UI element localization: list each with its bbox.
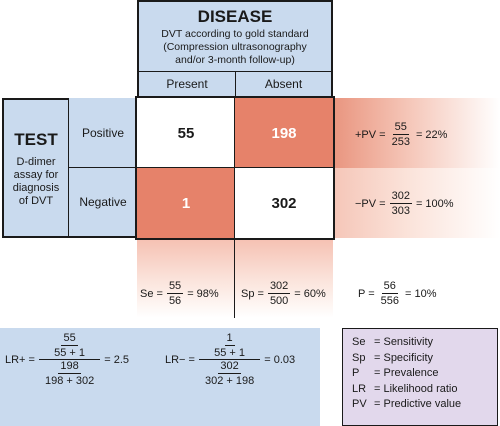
positive-predictive-value: +PV = 55 253 = 22% xyxy=(355,121,447,148)
sp-column-shade xyxy=(235,238,333,318)
legend-row: LR = Likelihood ratio xyxy=(352,382,497,398)
sensitivity-formula: Se = 55 56 = 98% xyxy=(140,280,219,307)
lr-pos-top-num: 55 xyxy=(61,332,78,346)
prevalence-formula: P = 56 556 = 10% xyxy=(358,280,436,307)
lr-positive-formula: LR+ = 55 55 + 1 198 198 + 302 = 2.5 xyxy=(5,332,129,387)
sp-numerator: 302 xyxy=(267,280,291,294)
test-desc-line: assay for xyxy=(13,169,59,181)
column-separator-line xyxy=(234,238,235,318)
disease-desc-line: DVT according to gold standard xyxy=(161,28,309,40)
abbreviation-legend: Se = Sensitivity Sp = Specificity P = Pr… xyxy=(342,328,498,426)
lr-neg-label: LR− = xyxy=(165,353,195,366)
disease-header: DISEASE DVT according to gold standard (… xyxy=(137,0,333,72)
se-column-shade xyxy=(137,238,235,318)
disease-desc-line: and/or 3-month follow-up) xyxy=(175,54,295,66)
likelihood-ratio-panel: LR+ = 55 55 + 1 198 198 + 302 = 2.5 LR− … xyxy=(0,328,320,426)
se-numerator: 55 xyxy=(166,280,184,294)
npv-row-shade xyxy=(333,168,500,238)
sp-label: Sp = xyxy=(241,287,264,300)
legend-key: LR xyxy=(352,382,367,395)
legend-text: = Sensitivity xyxy=(374,336,433,348)
lr-neg-result: = 0.03 xyxy=(264,353,296,366)
lr-pos-bot-num: 198 xyxy=(58,360,81,374)
lr-neg-bot-num: 302 xyxy=(218,360,241,374)
cell-false-negative: 1 xyxy=(137,168,235,238)
ppv-numerator: 55 xyxy=(392,121,409,135)
lr-neg-compound-fraction: 1 55 + 1 302 302 + 198 xyxy=(198,332,261,387)
lr-negative-formula: LR− = 1 55 + 1 302 302 + 198 = 0.03 xyxy=(165,332,295,387)
legend-text: = Prevalence xyxy=(374,367,439,379)
ppv-denominator: 253 xyxy=(391,136,410,148)
lr-pos-bot-den: 198 + 302 xyxy=(44,375,95,387)
legend-key: Se xyxy=(352,336,366,348)
legend-text: = Likelihood ratio xyxy=(374,382,458,395)
lr-neg-bot-den: 302 + 198 xyxy=(204,375,255,387)
sp-result: = 60% xyxy=(294,287,326,300)
column-header-absent: Absent xyxy=(235,72,333,98)
prev-numerator: 56 xyxy=(381,280,398,294)
legend-row: P = Prevalence xyxy=(352,366,497,382)
ppv-label: +PV = xyxy=(355,128,386,141)
legend-key: P xyxy=(352,367,360,379)
prev-label: P = xyxy=(358,287,375,300)
lr-pos-top-fraction: 55 55 + 1 xyxy=(52,332,87,359)
npv-fraction: 302 303 xyxy=(389,190,412,217)
lr-pos-top-den: 55 + 1 xyxy=(54,347,86,359)
ppv-result: = 22% xyxy=(415,128,448,141)
legend-key: PV xyxy=(352,398,367,410)
row-header-positive: Positive xyxy=(69,98,137,168)
se-result: = 98% xyxy=(187,287,219,300)
legend-row: Se = Sensitivity xyxy=(352,335,497,351)
npv-label: −PV = xyxy=(355,197,386,210)
lr-pos-result: = 2.5 xyxy=(104,353,129,366)
legend-text: = Specificity xyxy=(374,351,433,364)
matrix-divider-vertical xyxy=(234,98,235,238)
ppv-fraction: 55 253 xyxy=(390,121,412,148)
se-fraction: 55 56 xyxy=(166,280,184,307)
lr-pos-bottom-fraction: 198 198 + 302 xyxy=(43,360,96,387)
test-desc-line: of DVT xyxy=(18,195,54,207)
legend-key: Sp xyxy=(352,351,366,364)
lr-neg-main-bar xyxy=(198,359,261,360)
ppv-row-shade xyxy=(333,98,500,168)
lr-neg-bottom-fraction: 302 302 + 198 xyxy=(203,360,256,387)
cell-true-negative: 302 xyxy=(235,168,333,238)
lr-neg-top-den: 55 + 1 xyxy=(214,347,246,359)
legend-row: PV = Predictive value xyxy=(352,397,497,413)
legend-row: Sp = Specificity xyxy=(352,351,497,367)
cell-true-positive: 55 xyxy=(137,98,235,168)
test-header: TEST D-dimer assay for diagnosis of DVT xyxy=(2,98,69,238)
test-title: TEST xyxy=(14,130,58,149)
sp-denominator: 500 xyxy=(269,295,289,307)
negative-predictive-value: −PV = 302 303 = 100% xyxy=(355,190,454,217)
npv-denominator: 303 xyxy=(391,205,410,217)
disease-description: DVT according to gold standard (Compress… xyxy=(143,28,327,67)
legend-text: = Predictive value xyxy=(374,398,462,410)
test-desc-line: diagnosis xyxy=(12,182,60,194)
lr-neg-top-num: 1 xyxy=(224,332,235,346)
npv-result: = 100% xyxy=(415,197,454,210)
matrix-divider-horizontal xyxy=(137,167,333,168)
disease-title: DISEASE xyxy=(197,7,273,26)
disease-desc-line: (Compression ultrasonography xyxy=(163,41,307,53)
test-desc-line: D-dimer xyxy=(16,156,56,168)
prev-fraction: 56 556 xyxy=(379,280,401,307)
lr-pos-main-bar xyxy=(38,359,101,360)
cell-false-positive: 198 xyxy=(235,98,333,168)
lr-pos-compound-fraction: 55 55 + 1 198 198 + 302 xyxy=(38,332,101,387)
se-denominator: 56 xyxy=(168,295,182,307)
test-description: D-dimer assay for diagnosis of DVT xyxy=(6,156,66,208)
column-header-present: Present xyxy=(137,72,235,98)
se-label: Se = xyxy=(140,287,163,300)
npv-numerator: 302 xyxy=(389,190,412,204)
sp-fraction: 302 500 xyxy=(267,280,291,307)
row-header-negative: Negative xyxy=(69,168,137,238)
lr-pos-label: LR+ = xyxy=(5,353,35,366)
specificity-formula: Sp = 302 500 = 60% xyxy=(241,280,326,307)
lr-neg-top-fraction: 1 55 + 1 xyxy=(212,332,247,359)
prev-denominator: 556 xyxy=(380,295,399,307)
prev-result: = 10% xyxy=(404,287,437,300)
